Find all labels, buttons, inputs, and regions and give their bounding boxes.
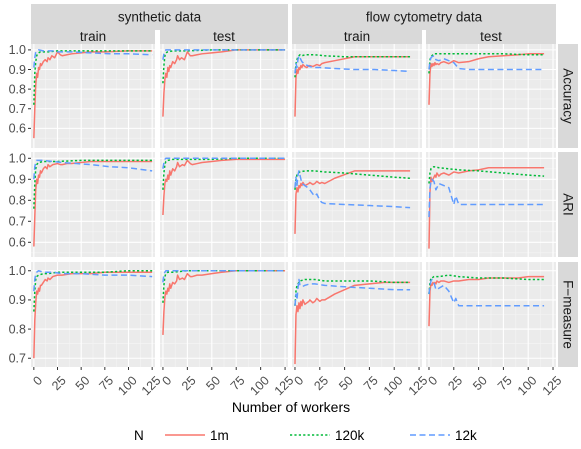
series-line-1m [162, 158, 286, 216]
y-tick-label: 0.7 [9, 215, 26, 229]
strip-group-flow-label: flow cytometry data [366, 10, 483, 25]
series-line-120k [33, 270, 153, 312]
y-tick-label: 1.0 [9, 264, 26, 278]
strip-row-3 [558, 262, 578, 367]
series-line-1m [162, 270, 286, 335]
chart-panels [31, 44, 556, 367]
y-tick-label: 1.0 [9, 43, 26, 57]
strip-row-2 [558, 152, 578, 257]
series-line-120k [428, 274, 545, 295]
strip-col-3-label: train [344, 29, 370, 44]
series-line-12k [162, 270, 286, 283]
y-tick-label: 0.8 [9, 82, 26, 96]
series-line-12k [428, 278, 545, 307]
panel-r2-c1 [31, 152, 155, 257]
series-line-1m [294, 281, 411, 365]
legend-label-12k: 12k [455, 428, 477, 443]
panel-r2-c2 [160, 152, 288, 257]
series-line-1m [428, 53, 545, 105]
y-tick-label: 0.9 [9, 63, 26, 77]
series-line-120k [33, 159, 153, 209]
facet-strips: synthetic data flow cytometry data train… [31, 4, 578, 367]
x-axis-title: Number of workers [232, 399, 350, 415]
series-line-12k [428, 55, 545, 71]
panel-r1-c3 [292, 44, 422, 148]
panel-r1-c2 [160, 44, 288, 148]
series-line-1m [294, 170, 411, 234]
legend-items: 1m 120k 12k [165, 428, 477, 443]
strip-group-synthetic-label: synthetic data [118, 10, 202, 25]
series-line-120k [428, 53, 545, 74]
y-tick-label: 0.6 [9, 236, 26, 250]
panel-r3-c2 [160, 262, 288, 367]
series-line-120k [162, 270, 286, 303]
panel-r3-c1 [31, 262, 155, 367]
panel-r3-c3 [292, 262, 422, 367]
series-line-120k [294, 54, 411, 78]
series-line-12k [162, 49, 286, 60]
y-tick-label: 0.6 [9, 122, 26, 136]
y-axes: 0.6 0.7 0.8 0.9 1.0 0.6 0.7 0.8 0.9 1.0 0.7 0.8 0.9 1… [9, 43, 31, 366]
y-tick-label: 1.0 [9, 152, 26, 166]
series-line-1m [33, 160, 153, 247]
y-tick-label: 0.8 [9, 194, 26, 208]
series-line-12k [294, 55, 411, 74]
legend-label-120k: 120k [335, 428, 365, 443]
series-line-120k [294, 278, 411, 306]
series-line-120k [294, 170, 411, 190]
y-tick-label: 0.9 [9, 293, 26, 307]
strip-group-flow [292, 4, 556, 30]
strip-row-1 [558, 44, 578, 148]
series-line-12k [294, 278, 411, 306]
y-tick-label: 0.8 [9, 322, 26, 336]
strip-col-1 [31, 26, 155, 46]
strip-col-2 [160, 26, 288, 46]
panel-r1-c1 [31, 44, 155, 148]
series-line-120k [33, 50, 153, 105]
panel-r2-c3 [292, 152, 422, 257]
strip-col-4 [426, 26, 556, 46]
y-tick-label: 0.7 [9, 102, 26, 116]
series-line-12k [428, 178, 545, 218]
strip-row-1-label: Accuracy [561, 68, 576, 124]
strip-col-4-label: test [480, 29, 502, 44]
strip-col-2-label: test [213, 29, 235, 44]
legend-title: N [134, 428, 144, 443]
legend: N 1m 120k 12k [134, 428, 477, 443]
strip-col-3 [292, 26, 422, 46]
series-line-1m [428, 275, 545, 327]
y-tick-label: 0.7 [9, 352, 26, 366]
strip-row-2-label: ARI [561, 193, 576, 216]
series-line-120k [428, 165, 545, 184]
legend-label-1m: 1m [210, 428, 229, 443]
series-line-12k [162, 157, 286, 169]
series-line-12k [33, 49, 153, 68]
panel-r3-c4 [426, 262, 556, 367]
panel-r1-c4 [426, 44, 556, 148]
strip-col-1-label: train [80, 29, 106, 44]
series-line-1m [162, 49, 286, 117]
strip-row-3-label: F−measure [561, 280, 576, 349]
y-tick-label: 0.9 [9, 173, 26, 187]
strip-group-synthetic [31, 4, 288, 30]
series-line-12k [33, 270, 153, 292]
series-line-12k [294, 170, 411, 209]
panel-r2-c4 [426, 152, 556, 257]
